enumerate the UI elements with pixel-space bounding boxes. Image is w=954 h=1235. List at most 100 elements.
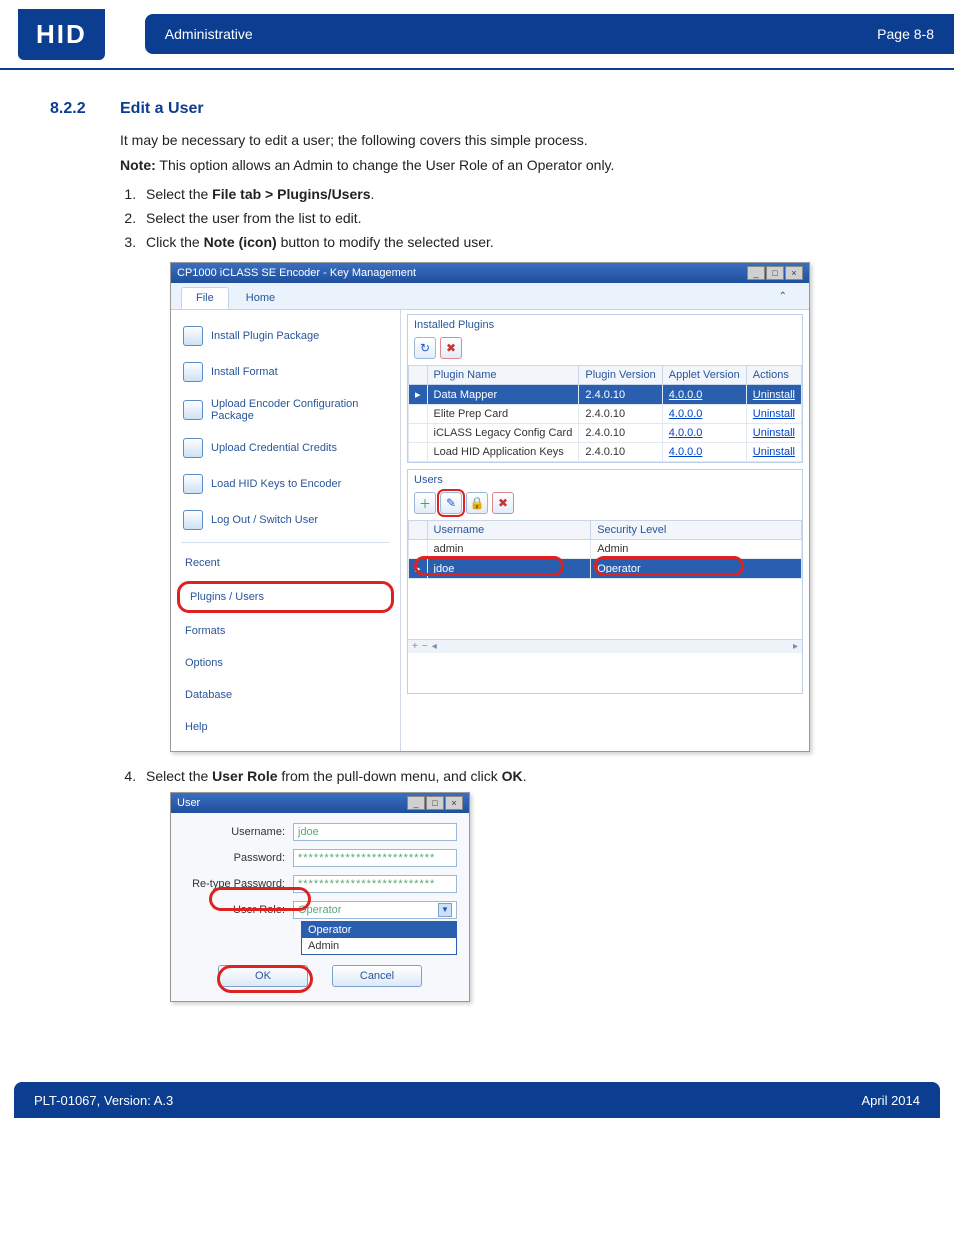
hid-logo: HID xyxy=(18,9,105,60)
user-row[interactable]: ▸jdoeOperator xyxy=(409,559,802,579)
applet-version-link[interactable]: 4.0.0.0 xyxy=(669,446,703,458)
dialog-close-icon[interactable]: × xyxy=(445,796,463,810)
lock-user-icon[interactable]: 🔒 xyxy=(466,492,488,514)
label-password: Password: xyxy=(183,852,293,864)
header-bar: Administrative Page 8-8 xyxy=(145,14,954,54)
uninstall-link[interactable]: Uninstall xyxy=(753,446,795,458)
format-icon xyxy=(183,362,203,382)
dropdown-arrow-icon[interactable]: ▼ xyxy=(438,903,452,917)
dialog-titlebar: User _ □ × xyxy=(171,793,469,813)
col-applet-version[interactable]: Applet Version xyxy=(662,366,746,385)
username-field[interactable]: jdoe xyxy=(293,823,457,841)
add-user-icon[interactable]: ＋ xyxy=(414,492,436,514)
sidebar-database[interactable]: Database xyxy=(171,679,400,711)
right-pane: Installed Plugins ↻ ✖ Plugin Name Plugin… xyxy=(401,310,809,751)
retype-password-field[interactable]: ************************** xyxy=(293,875,457,893)
sidebar-upload-encoder[interactable]: Upload Encoder Configuration Package xyxy=(171,390,400,430)
tab-file[interactable]: File xyxy=(181,287,229,309)
close-icon[interactable]: × xyxy=(785,266,803,280)
logout-icon xyxy=(183,510,203,530)
minimize-icon[interactable]: _ xyxy=(747,266,765,280)
plugin-row[interactable]: Elite Prep Card2.4.0.104.0.0.0Uninstall xyxy=(409,405,802,424)
user-row[interactable]: adminAdmin xyxy=(409,540,802,559)
intro-line1: It may be necessary to edit a user; the … xyxy=(120,130,904,151)
header-page: Page 8-8 xyxy=(877,26,934,42)
edit-user-icon[interactable]: ✎ xyxy=(440,492,462,514)
window-controls: _ □ × xyxy=(747,266,803,280)
sidebar-help[interactable]: Help xyxy=(171,711,400,743)
refresh-icon[interactable]: ↻ xyxy=(414,337,436,359)
dialog-maximize-icon[interactable]: □ xyxy=(426,796,444,810)
page-content: 8.2.2 Edit a User It may be necessary to… xyxy=(0,70,954,1042)
maximize-icon[interactable]: □ xyxy=(766,266,784,280)
delete-user-icon[interactable]: ✖ xyxy=(492,492,514,514)
section-title: Edit a User xyxy=(120,100,204,118)
sidebar-recent[interactable]: Recent xyxy=(171,547,400,579)
col-plugin-name[interactable]: Plugin Name xyxy=(427,366,579,385)
plugins-table: Plugin Name Plugin Version Applet Versio… xyxy=(408,365,802,462)
add-row-icon[interactable]: + xyxy=(412,641,418,652)
sidebar-load-keys[interactable]: Load HID Keys to Encoder xyxy=(171,466,400,502)
user-dialog-screenshot: User _ □ × Username:jdoe Password:******… xyxy=(170,792,470,1002)
sidebar-options[interactable]: Options xyxy=(171,647,400,679)
sidebar-formats[interactable]: Formats xyxy=(171,615,400,647)
steps-list: Select the File tab > Plugins/Users. Sel… xyxy=(140,186,904,250)
sidebar-logout[interactable]: Log Out / Switch User xyxy=(171,502,400,538)
col-actions[interactable]: Actions xyxy=(746,366,801,385)
credits-icon xyxy=(183,438,203,458)
footer-date: April 2014 xyxy=(861,1093,920,1108)
dialog-minimize-icon[interactable]: _ xyxy=(407,796,425,810)
sidebar-plugins-users[interactable]: Plugins / Users xyxy=(177,581,394,613)
app-screenshot: CP1000 iCLASS SE Encoder - Key Managemen… xyxy=(170,262,810,752)
window-title: CP1000 iCLASS SE Encoder - Key Managemen… xyxy=(177,267,416,279)
applet-version-link[interactable]: 4.0.0.0 xyxy=(669,408,703,420)
role-option-operator[interactable]: Operator xyxy=(302,922,456,938)
intro-note: Note: This option allows an Admin to cha… xyxy=(120,155,904,176)
page-header: HID Administrative Page 8-8 xyxy=(0,0,954,70)
remove-row-icon[interactable]: − xyxy=(422,641,428,652)
ribbon-tabs: File Home ⌃ xyxy=(171,283,809,310)
upload-icon xyxy=(183,400,203,420)
sidebar-upload-credits[interactable]: Upload Credential Credits xyxy=(171,430,400,466)
collapse-ribbon-icon[interactable]: ⌃ xyxy=(765,287,801,306)
users-table: Username Security Level adminAdmin▸jdoeO… xyxy=(408,520,802,579)
sidebar-install-format[interactable]: Install Format xyxy=(171,354,400,390)
col-username[interactable]: Username xyxy=(427,521,591,540)
uninstall-link[interactable]: Uninstall xyxy=(753,408,795,420)
users-heading: Users xyxy=(408,470,802,490)
header-section: Administrative xyxy=(165,26,253,42)
plugin-row[interactable]: iCLASS Legacy Config Card2.4.0.104.0.0.0… xyxy=(409,424,802,443)
step-3: Click the Note (icon) button to modify t… xyxy=(140,234,904,250)
sidebar-install-plugin[interactable]: Install Plugin Package xyxy=(171,318,400,354)
applet-version-link[interactable]: 4.0.0.0 xyxy=(669,427,703,439)
users-footer-strip: + − ◂▸ xyxy=(408,639,802,653)
step-4: Select the User Role from the pull-down … xyxy=(140,768,904,784)
cancel-button[interactable]: Cancel xyxy=(332,965,422,987)
step-1: Select the File tab > Plugins/Users. xyxy=(140,186,904,202)
uninstall-link[interactable]: Uninstall xyxy=(753,389,795,401)
plugin-row[interactable]: Load HID Application Keys2.4.0.104.0.0.0… xyxy=(409,443,802,462)
role-option-admin[interactable]: Admin xyxy=(302,938,456,954)
plugin-row[interactable]: ▸Data Mapper2.4.0.104.0.0.0Uninstall xyxy=(409,385,802,405)
col-plugin-version[interactable]: Plugin Version xyxy=(579,366,662,385)
page-footer: PLT-01067, Version: A.3 April 2014 xyxy=(14,1082,940,1118)
section-number: 8.2.2 xyxy=(50,100,120,118)
highlight-user-role xyxy=(209,887,311,911)
dialog-title: User xyxy=(177,797,200,809)
user-role-dropdown: Operator Admin xyxy=(301,921,457,955)
package-icon xyxy=(183,326,203,346)
highlight-ok-button xyxy=(217,965,313,993)
steps-list-2: Select the User Role from the pull-down … xyxy=(140,768,904,784)
col-security-level[interactable]: Security Level xyxy=(591,521,802,540)
delete-plugin-icon[interactable]: ✖ xyxy=(440,337,462,359)
step-2: Select the user from the list to edit. xyxy=(140,210,904,226)
note-text: This option allows an Admin to change th… xyxy=(156,157,615,173)
user-role-select[interactable]: Operator▼ xyxy=(293,901,457,919)
password-field[interactable]: ************************** xyxy=(293,849,457,867)
applet-version-link[interactable]: 4.0.0.0 xyxy=(669,389,703,401)
tab-home[interactable]: Home xyxy=(232,288,289,308)
note-label: Note: xyxy=(120,157,156,173)
plugins-section: Installed Plugins ↻ ✖ Plugin Name Plugin… xyxy=(407,314,803,463)
uninstall-link[interactable]: Uninstall xyxy=(753,427,795,439)
label-username: Username: xyxy=(183,826,293,838)
